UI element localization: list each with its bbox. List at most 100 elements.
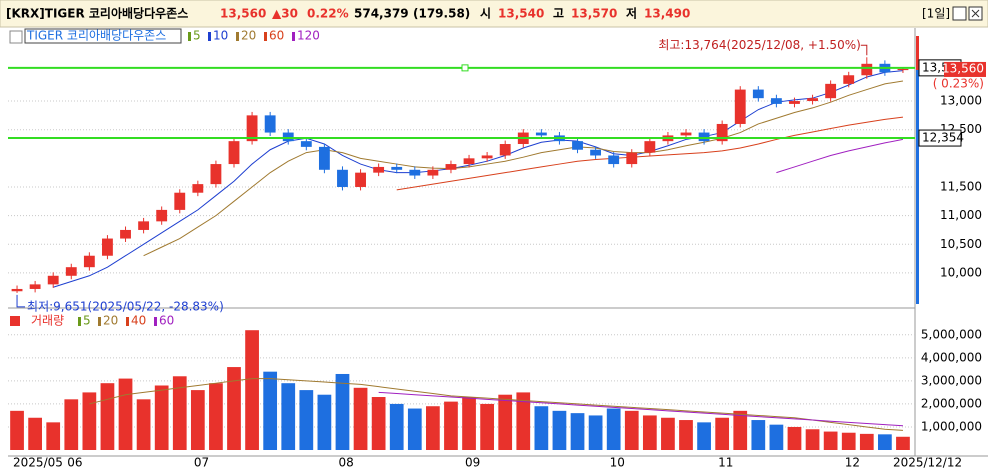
candle-body xyxy=(427,169,439,176)
volume-bar xyxy=(371,397,386,450)
y-tick-label: 11,000 xyxy=(940,208,982,222)
ma-line xyxy=(143,80,904,257)
y-tick-label: 3,000,000 xyxy=(921,373,982,387)
volume-bar xyxy=(697,422,711,450)
volume-ma-line xyxy=(378,391,903,427)
candle-body xyxy=(11,288,23,292)
volume-bar xyxy=(661,417,675,450)
volume-bar xyxy=(154,385,169,450)
volume-bar xyxy=(642,415,657,450)
volume-bar xyxy=(570,413,585,450)
volume-bar xyxy=(462,397,476,450)
period-button[interactable]: [1일] xyxy=(922,7,950,21)
volume-bar xyxy=(281,383,296,450)
x-tick-label: 12 xyxy=(845,456,860,470)
candle-body xyxy=(83,255,95,268)
volume-bar xyxy=(353,387,368,450)
volume-legend-name: 거래량 xyxy=(31,314,64,328)
volume-bar xyxy=(82,392,97,450)
high-label: 고 xyxy=(553,7,564,21)
low-annotation: 최저:9,651(2025/05/22, -28.83%) xyxy=(27,299,224,313)
candle-body xyxy=(861,63,873,76)
x-tick-label: 07 xyxy=(194,456,209,470)
quote-high: 13,570 xyxy=(571,7,617,21)
volume-bar xyxy=(787,426,802,450)
candle-body xyxy=(120,229,131,239)
volume-bar xyxy=(841,432,856,450)
quote-change: ▲30 xyxy=(272,7,298,21)
candle-body xyxy=(210,164,222,185)
x-tick-label: 06 xyxy=(67,456,82,470)
volume-bar xyxy=(606,408,621,450)
legend-swatch xyxy=(126,317,129,326)
volume-bar xyxy=(209,383,223,450)
candle-body xyxy=(680,132,692,136)
volume-bar xyxy=(426,406,440,450)
volume-bar xyxy=(679,420,693,450)
candle-body xyxy=(481,155,493,159)
restore-button[interactable] xyxy=(952,6,967,21)
candle-body xyxy=(102,238,113,256)
volume-bar xyxy=(172,376,187,450)
volume-bar xyxy=(751,420,766,450)
volume-bar xyxy=(715,417,730,450)
volume-bar xyxy=(498,394,513,450)
candle-body xyxy=(156,209,168,222)
candle-body xyxy=(373,166,385,173)
high-annotation: 최고:13,764(2025/12/08, +1.50%) xyxy=(658,38,860,52)
chart-toggle[interactable] xyxy=(9,30,23,44)
candle-body xyxy=(409,169,421,176)
x-tick-label: 09 xyxy=(465,456,480,470)
y-tick-label: 1,000,000 xyxy=(921,419,982,433)
candle-body xyxy=(789,101,800,104)
y-tick-label: 10,500 xyxy=(940,237,982,251)
candle-body xyxy=(463,158,475,165)
candle-body xyxy=(355,172,366,187)
volume-bar xyxy=(227,367,241,450)
volume-bar xyxy=(389,403,404,450)
candle-body xyxy=(897,68,909,71)
candle-body xyxy=(590,149,602,156)
volume-bar xyxy=(444,401,458,450)
open-label: 시 xyxy=(480,7,491,21)
legend-entry: 60 xyxy=(159,314,174,328)
x-tick-label: 08 xyxy=(338,456,353,470)
reference-tag-box xyxy=(918,129,962,147)
volume-bar xyxy=(896,436,910,450)
legend-entry: 5 xyxy=(83,314,91,328)
volume-bar xyxy=(46,422,61,450)
volume-bar xyxy=(100,383,115,450)
legend-entry: 20 xyxy=(241,29,256,43)
volume-bar xyxy=(190,390,205,450)
volume-bar xyxy=(534,406,549,450)
change-tag: ( 0.23%) xyxy=(933,76,984,90)
legend-entry: 10 xyxy=(213,29,228,43)
candle-body xyxy=(499,144,511,156)
low-label: 저 xyxy=(626,6,637,21)
y-tick-label: 4,000,000 xyxy=(921,350,982,364)
candle-body xyxy=(644,141,656,153)
legend-swatch xyxy=(98,317,101,326)
volume-bar xyxy=(480,403,494,450)
price-ruler-up xyxy=(916,36,919,70)
x-tick-label: 11 xyxy=(718,456,733,470)
volume-bar xyxy=(317,394,332,450)
high-arrow xyxy=(860,44,868,56)
legend-entry: 20 xyxy=(103,314,118,328)
volume-bar xyxy=(136,399,151,450)
volume-bar xyxy=(263,371,278,450)
volume-bar xyxy=(516,392,531,450)
volume-bar xyxy=(335,373,350,450)
candle-body xyxy=(264,115,276,133)
legend-entry: 120 xyxy=(297,29,320,43)
y-tick-label: 11,500 xyxy=(940,179,982,193)
volume-bar xyxy=(588,415,603,450)
volume-bar xyxy=(118,378,133,450)
candle-body xyxy=(65,267,77,276)
volume-bar xyxy=(733,410,748,450)
price-tag: 13,560 xyxy=(942,61,984,75)
volume-bar xyxy=(823,431,838,450)
volume-bar xyxy=(769,424,784,450)
volume-bar xyxy=(299,390,314,450)
y-tick-label: 10,000 xyxy=(940,265,982,279)
